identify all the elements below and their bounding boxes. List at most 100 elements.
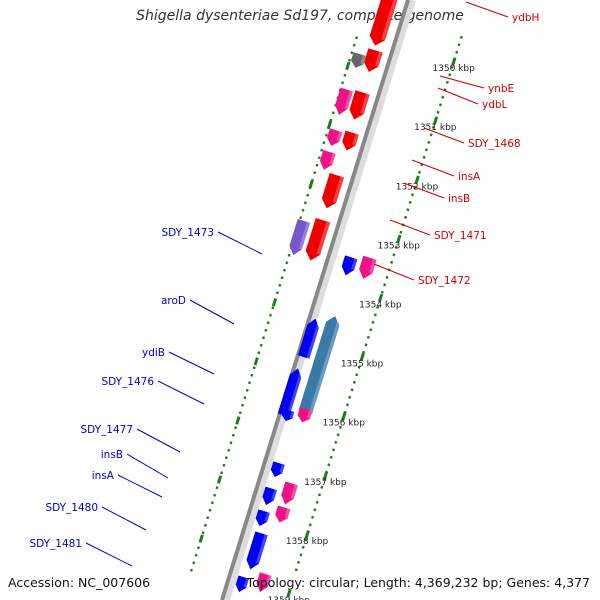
backbone-line (220, 0, 410, 600)
outer-dot-track (271, 306, 275, 310)
outer-dot-track (215, 486, 219, 490)
gene-sdy1468-body (335, 87, 353, 115)
outer-dot-track (229, 441, 233, 445)
gene-ydbh-shine (381, 0, 399, 41)
label-sdy1477-leader (136, 428, 181, 453)
gene-blue-d-body (270, 461, 285, 477)
gene-sdy1476 (297, 407, 313, 423)
gene-blue-h-shine (243, 577, 249, 588)
inner-dot-track (427, 140, 431, 144)
gene-insa-r-shine (284, 508, 291, 519)
ruler-label: 1353 kbp (377, 241, 420, 251)
outer-dot-track (201, 531, 205, 535)
gene-sdy1473 (359, 255, 377, 279)
label-arod-leader (189, 299, 235, 325)
accession-text: Accession: NC_007606 (8, 575, 151, 590)
inner-dot-track (448, 73, 452, 77)
major-tick (322, 470, 329, 480)
gene-red-c-shine (352, 133, 359, 146)
inner-dot-track (431, 125, 435, 129)
outer-dot-track (285, 261, 289, 265)
label-sdy1472: SDY_1472 (418, 275, 471, 287)
outer-dot-track (194, 553, 198, 557)
gene-blue-g (246, 531, 268, 570)
gene-insa-f-body (327, 128, 343, 146)
gene-blue-f-body (255, 509, 270, 527)
inner-dot-track (329, 455, 333, 459)
gene-red-c (342, 130, 359, 151)
label-sdy1480: SDY_1480 (45, 502, 98, 514)
gene-insa-r-body (275, 505, 291, 523)
inner-dot-track (438, 103, 442, 107)
outer-dot-track (208, 508, 212, 512)
outer-dot-track (264, 328, 268, 332)
label-insb-r: insB (101, 449, 123, 461)
outer-dot-track (196, 546, 200, 550)
gene-sdy1468 (335, 87, 353, 115)
inner-dot-track (422, 155, 426, 159)
outer-major-tick (326, 120, 333, 130)
gene-blue-f-shine (264, 512, 270, 522)
gene-sdy1471-body (321, 173, 345, 209)
inner-dot-track (364, 343, 368, 347)
label-insa-r-leader (117, 474, 163, 498)
major-tick (304, 530, 310, 539)
label-ydbh-leader (465, 1, 509, 18)
outer-dot-track (317, 156, 321, 160)
inner-dot-track (417, 170, 421, 174)
inner-dot-track (350, 388, 354, 392)
gene-ydbl-shine (360, 93, 370, 115)
label-ynbe: ynbE (488, 83, 514, 95)
inner-dot-track (424, 148, 428, 152)
gene-ydbh (369, 0, 399, 46)
outer-dot-track (348, 58, 352, 62)
gene-blue-c (281, 408, 295, 422)
outer-dot-track (341, 81, 345, 85)
label-sdy1472-leader (373, 263, 415, 281)
gene-red-c-body (342, 130, 359, 151)
gene-ynbe (351, 52, 367, 68)
outer-dot-track (259, 343, 263, 347)
outer-dot-track (243, 396, 247, 400)
inner-dot-track (327, 463, 331, 467)
outer-dot-track (234, 426, 238, 430)
inner-dot-track (317, 493, 322, 497)
inner-dot-track (408, 200, 412, 204)
outer-dot-track (224, 456, 228, 460)
inner-dot-track (445, 80, 449, 84)
gene-blue-g-shine (255, 534, 268, 564)
outer-dot-track (203, 523, 207, 527)
inner-dot-track (320, 485, 324, 489)
gene-blue-b-shine (306, 319, 322, 359)
outer-dot-track (322, 141, 326, 145)
gene-ynbe-shine (360, 55, 367, 65)
label-insa-f: insA (458, 171, 481, 183)
gene-ydib-body (277, 368, 302, 417)
gene-insb-r (281, 481, 298, 505)
gene-ydbh-body (369, 0, 399, 46)
label-ydbl-leader (437, 87, 479, 105)
gene-sdy1476-body (297, 407, 313, 423)
outer-dot-track (313, 171, 317, 175)
outer-major-tick (253, 357, 259, 366)
gene-blue-e (262, 486, 278, 506)
outer-dot-track (192, 561, 196, 565)
inner-dot-track (429, 133, 433, 137)
outer-dot-track (280, 276, 284, 280)
outer-dot-track (303, 201, 307, 205)
label-sdy1476: SDY_1476 (101, 376, 154, 388)
outer-dot-track (262, 336, 266, 340)
inner-dot-track (404, 215, 408, 219)
outer-major-tick (198, 534, 204, 543)
inner-dot-track (357, 365, 361, 369)
ruler-label: 1359 kbp (268, 596, 311, 600)
label-sdy1481-leader (85, 542, 133, 567)
gene-red-b (364, 48, 383, 73)
gene-arod-body (298, 316, 340, 415)
outer-dot-track (222, 463, 226, 467)
inner-dot-track (369, 328, 373, 332)
outer-dot-track (213, 493, 217, 497)
gene-insa-r (275, 505, 291, 523)
label-insb-r-leader (126, 453, 169, 479)
gene-insb-r-body (281, 481, 298, 505)
